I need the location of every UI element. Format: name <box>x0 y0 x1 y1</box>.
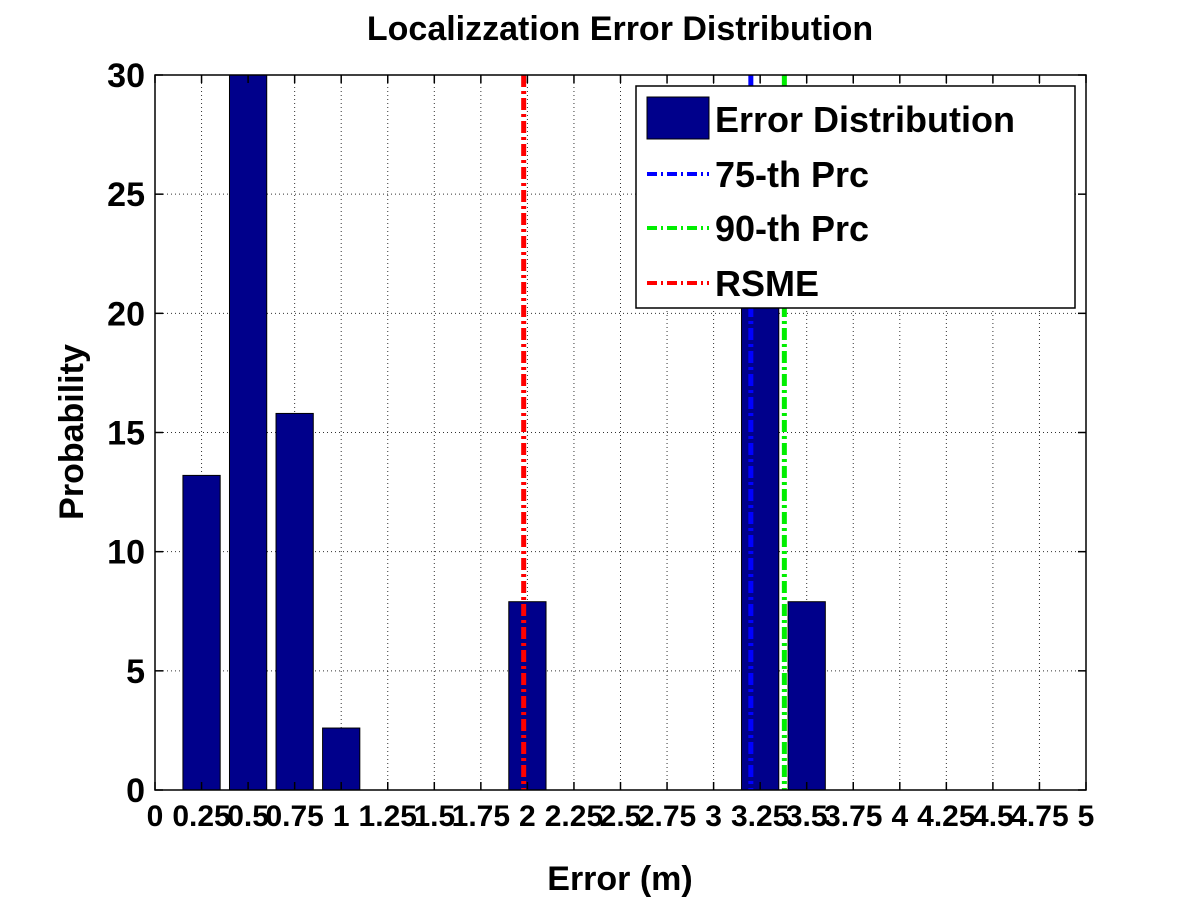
x-tick-label: 2.75 <box>638 800 696 833</box>
x-tick-label: 1.25 <box>359 800 417 833</box>
bar <box>508 601 547 791</box>
x-tick-label: 2.25 <box>545 800 603 833</box>
bar <box>182 474 221 791</box>
bars-layer <box>182 74 826 791</box>
y-tick-label: 5 <box>126 653 145 691</box>
x-tick-label: 2.5 <box>600 800 642 833</box>
legend-label-error-distribution: Error Distribution <box>715 99 1015 140</box>
x-tick-label: 0 <box>147 800 164 833</box>
bar <box>787 601 826 791</box>
x-axis-label: Error (m) <box>547 860 692 898</box>
legend-label-90th-prc: 90-th Prc <box>715 208 869 249</box>
x-tick-label: 0.5 <box>227 800 269 833</box>
x-tick-label: 3.75 <box>824 800 882 833</box>
y-tick-label: 20 <box>107 295 145 333</box>
bar <box>741 289 780 791</box>
legend-label-75th-prc: 75-th Prc <box>715 154 869 195</box>
x-tick-label: 4 <box>891 800 908 833</box>
bar <box>275 412 314 791</box>
x-tick-label: 3.5 <box>786 800 828 833</box>
y-tick-label: 15 <box>107 415 145 453</box>
x-tick-label: 5 <box>1078 800 1095 833</box>
legend-label-rsme: RSME <box>715 263 819 304</box>
x-tick-label: 3 <box>705 800 722 833</box>
x-tick-label: 1 <box>333 800 350 833</box>
bar <box>228 74 268 791</box>
x-tick-label: 4.5 <box>972 800 1014 833</box>
y-ticks: 0 5 10 15 20 25 30 <box>107 57 1086 810</box>
x-tick-label: 3.25 <box>731 800 789 833</box>
x-tick-label: 4.75 <box>1010 800 1068 833</box>
x-tick-label: 1.75 <box>452 800 510 833</box>
y-tick-label: 30 <box>107 57 145 95</box>
x-tick-label: 0.25 <box>172 800 230 833</box>
x-tick-label: 4.25 <box>917 800 975 833</box>
x-ticks: 0 0.250.50.75 1 1.251.51.75 2 2.252.52.75 3 3.2… <box>147 75 1095 833</box>
x-tick-label: 0.75 <box>265 800 323 833</box>
x-tick-label: 1.5 <box>413 800 455 833</box>
x-tick-label: 2 <box>519 800 536 833</box>
y-axis-label: Probability <box>53 344 91 520</box>
legend-swatch-error-distribution <box>646 96 710 140</box>
y-tick-label: 10 <box>107 534 145 572</box>
y-tick-label: 0 <box>126 772 145 810</box>
chart-title: Localizzation Error Distribution <box>367 10 873 48</box>
legend: Error Distribution 75-th Prc 90-th Prc R… <box>635 85 1076 309</box>
y-tick-label: 25 <box>107 176 145 214</box>
bar <box>322 727 361 791</box>
